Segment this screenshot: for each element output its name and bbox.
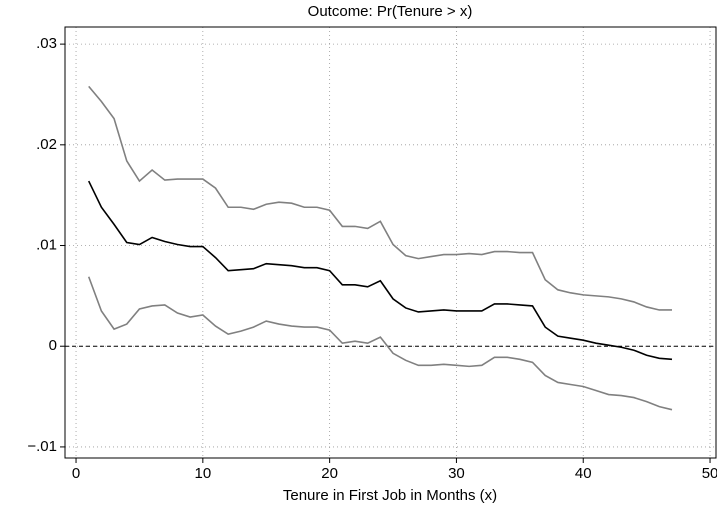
y-tick-label: 0 <box>49 337 57 354</box>
series-line <box>87 276 673 411</box>
y-tick-label: .03 <box>36 35 57 52</box>
y-tick-label: .01 <box>36 236 57 253</box>
series-line <box>88 85 672 311</box>
x-tick-label: 20 <box>321 465 338 482</box>
y-tick-label: .02 <box>36 136 57 153</box>
series-line <box>87 180 673 361</box>
x-tick-label: 10 <box>194 465 211 482</box>
chart-title: Outcome: Pr(Tenure > x) <box>308 3 473 20</box>
x-tick-label: 30 <box>448 465 465 482</box>
x-tick-label: 50 <box>702 465 717 482</box>
plot-frame <box>64 26 717 459</box>
x-tick-label: 40 <box>575 465 592 482</box>
y-tick-label: −.01 <box>27 438 57 455</box>
x-axis-title: Tenure in First Job in Months (x) <box>283 487 497 504</box>
x-tick-label: 0 <box>72 465 80 482</box>
